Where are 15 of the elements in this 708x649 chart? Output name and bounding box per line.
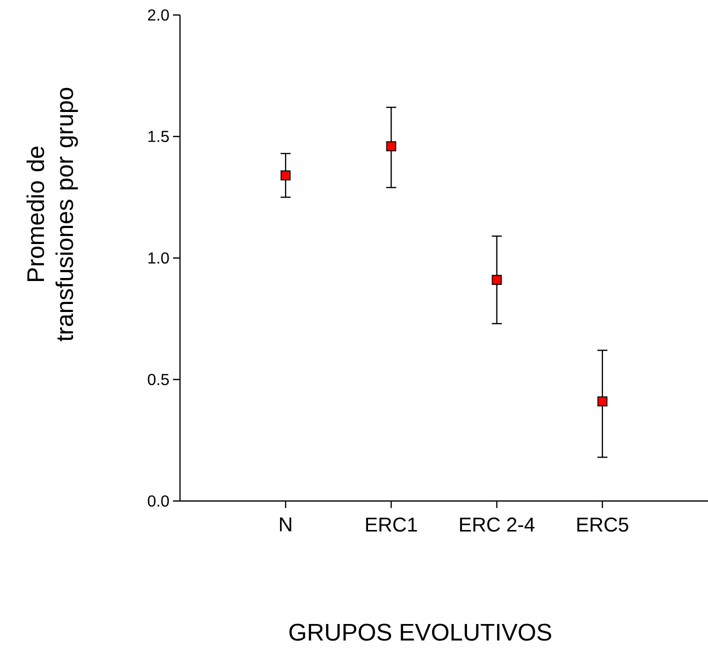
point [280,170,291,180]
y-tick-label: 1.5 [148,130,169,142]
point [386,141,396,152]
y-tick-label: 0.0 [148,495,169,507]
y-tick-label: 1.0 [148,252,169,264]
x-tick-label: ERC5 [577,518,628,532]
y-tick-label: 0.5 [148,374,169,386]
x-tick-label: ERC1 [366,518,417,532]
y-axis-title: Promedio de transfusiones por grupo [26,88,78,342]
x-tick-label: N [280,518,292,532]
y-tick-label: 2.0 [148,9,169,21]
point [597,396,608,406]
x-tick-label: ERC 2-4 [460,518,535,532]
x-axis-title: GRUPOS EVOLUTIVOS [289,624,552,641]
point [492,274,502,285]
